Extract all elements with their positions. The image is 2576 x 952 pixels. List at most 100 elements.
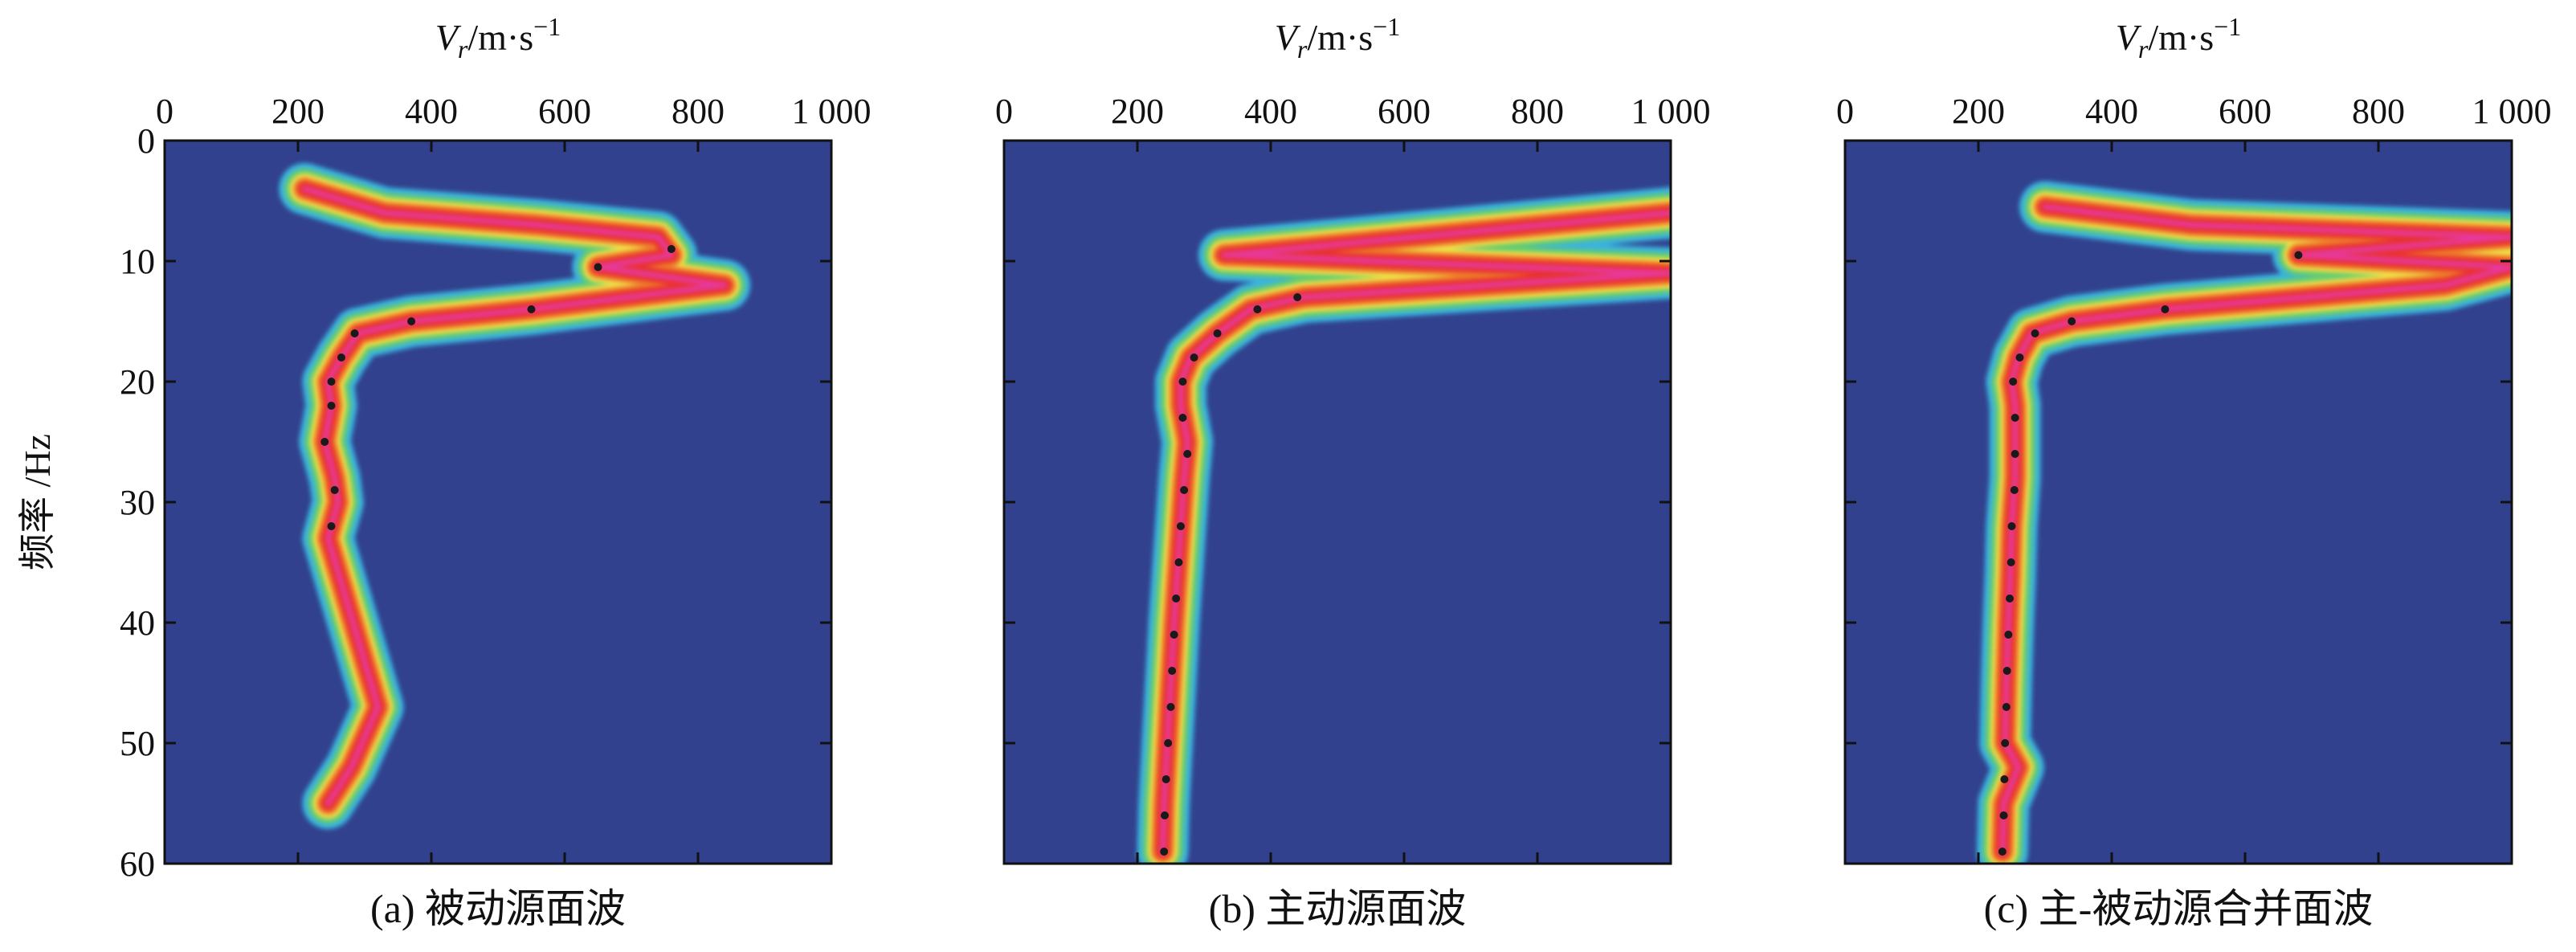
picked-point <box>350 329 359 337</box>
x-axis-label: Vr/m·s−1 <box>435 12 561 63</box>
picked-point <box>1178 378 1187 386</box>
panel-caption: (a) 被动源面波 <box>370 886 626 931</box>
y-tick-label: 10 <box>120 242 155 281</box>
x-tick-label: 600 <box>2219 92 2272 131</box>
picked-point <box>327 402 336 410</box>
picked-point <box>1178 414 1187 422</box>
panel-caption: (b) 主动源面波 <box>1209 886 1467 931</box>
x-tick-label: 400 <box>2085 92 2138 131</box>
picked-point <box>2161 305 2170 313</box>
picked-point <box>1160 848 1169 856</box>
picked-point <box>2009 378 2018 386</box>
x-axis-label-main: V <box>2116 17 2142 58</box>
x-axis-label-sup: −1 <box>1373 12 1400 41</box>
picked-point <box>2007 558 2015 566</box>
x-axis-label-main: V <box>435 17 462 58</box>
picked-point <box>327 522 336 530</box>
x-axis: 0 200 400 600 800 1 000 <box>995 92 1711 864</box>
panel-c: 0 200 400 600 800 1 000 Vr/m·s−1 (c) 主-被动源合并面波 <box>1836 12 2552 931</box>
x-tick-label: 200 <box>271 92 325 131</box>
x-axis-label-sub: r <box>458 35 468 63</box>
picked-point <box>2031 329 2039 337</box>
x-tick-label: 800 <box>1511 92 1564 131</box>
x-axis: 0 200 400 600 800 1 000 <box>156 92 872 864</box>
picked-point <box>2011 414 2019 422</box>
picked-point <box>2068 317 2076 325</box>
picked-point <box>1168 667 1177 675</box>
picked-point <box>1253 305 1262 313</box>
picked-point <box>594 263 602 272</box>
y-tick-label: 30 <box>120 483 155 522</box>
picked-point <box>667 245 676 253</box>
picked-point <box>1213 329 1222 337</box>
picked-point <box>1172 594 1181 603</box>
y-axis: 0 10 20 30 40 50 60 <box>120 121 831 884</box>
picked-point <box>2004 631 2013 639</box>
x-axis-label-sub: r <box>1297 35 1308 63</box>
x-axis-label-sup: −1 <box>533 12 561 41</box>
picked-point <box>1180 486 1189 494</box>
x-axis-label-unit: /m·s <box>1307 17 1373 58</box>
band-layer-magenta <box>1160 210 1671 855</box>
picked-point <box>1161 811 1170 819</box>
x-tick-label: 0 <box>1836 92 1854 131</box>
picked-point <box>330 486 339 494</box>
picked-point <box>1166 703 1175 711</box>
picked-point <box>1161 775 1170 783</box>
x-tick-label: 1 000 <box>792 92 872 131</box>
x-tick-label: 0 <box>995 92 1013 131</box>
picked-point <box>2000 775 2009 783</box>
energy-band <box>1137 187 1671 864</box>
x-tick-label: 1 000 <box>2472 92 2552 131</box>
x-tick-label: 200 <box>1111 92 1164 131</box>
y-tick-label: 50 <box>120 724 155 763</box>
x-axis-label-main: V <box>1275 17 1301 58</box>
x-tick-label: 800 <box>672 92 725 131</box>
x-axis-label-sub: r <box>2138 35 2149 63</box>
energy-band <box>1976 181 2512 864</box>
x-tick-label: 600 <box>1378 92 1431 131</box>
picked-point <box>2001 739 2010 747</box>
x-tick-label: 400 <box>405 92 458 131</box>
x-axis: 0 200 400 600 800 1 000 <box>1836 92 2552 864</box>
x-axis-label-unit: /m·s <box>2148 17 2214 58</box>
picked-point <box>1164 739 1173 747</box>
picked-point <box>2294 251 2303 259</box>
panel-a: 0 200 400 600 800 1 000 0 10 20 30 40 50 60 Vr/m·s−1 (… <box>120 12 872 931</box>
picked-point <box>407 317 416 325</box>
y-axis-label: 频率 /Hz <box>17 434 58 570</box>
y-tick-label: 60 <box>120 844 155 884</box>
y-axis <box>1004 139 1671 865</box>
picked-point <box>337 353 345 362</box>
picked-point <box>1190 353 1198 362</box>
picked-point <box>1176 522 1185 530</box>
picked-point <box>1170 631 1178 639</box>
picked-points <box>1160 293 1302 856</box>
picked-point <box>1999 811 2008 819</box>
x-tick-label: 600 <box>538 92 591 131</box>
x-axis-label: Vr/m·s−1 <box>2116 12 2241 63</box>
picked-points <box>1998 251 2303 856</box>
picked-point <box>2007 522 2016 530</box>
x-tick-label: 1 000 <box>1631 92 1711 131</box>
x-tick-label: 400 <box>1244 92 1297 131</box>
x-tick-label: 0 <box>156 92 174 131</box>
picked-point <box>2002 667 2011 675</box>
plot-background <box>165 141 831 864</box>
picked-point <box>2015 353 2024 362</box>
picked-point <box>1998 848 2007 856</box>
picked-point <box>1293 293 1302 301</box>
band-layer-magenta <box>1999 204 2512 855</box>
y-tick-label: 40 <box>120 603 155 643</box>
y-axis <box>1845 139 2512 865</box>
picked-point <box>320 438 329 446</box>
y-tick-label: 20 <box>120 362 155 402</box>
picked-point <box>1183 450 1192 458</box>
x-axis-label-unit: /m·s <box>467 17 533 58</box>
picked-point <box>1174 558 1183 566</box>
y-tick-label: 0 <box>137 121 155 161</box>
panel-caption: (c) 主-被动源合并面波 <box>1984 886 2374 931</box>
picked-point <box>2002 703 2011 711</box>
x-axis-label-sup: −1 <box>2214 12 2241 41</box>
